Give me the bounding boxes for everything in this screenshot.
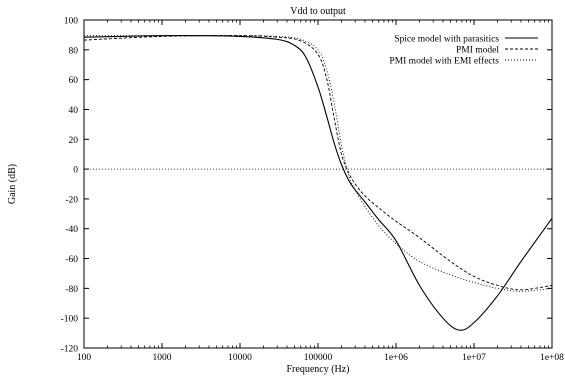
y-axis-label: Gain (dB): [7, 164, 18, 204]
y-tick-label: -100: [61, 315, 79, 325]
x-tick-label: 1e+08: [540, 353, 564, 363]
y-tick-label: 40: [69, 106, 79, 116]
plot-frame: [83, 19, 553, 349]
x-tick-label: 1e+06: [384, 353, 408, 363]
legend-label-pmi-model-with-emi-effects: PMI model with EMI effects: [389, 56, 499, 67]
x-tick-label: 100: [77, 353, 92, 363]
x-tick-label: 10000: [228, 353, 252, 363]
y-tick-label: -80: [65, 285, 78, 295]
y-tick-label: 100: [64, 17, 79, 27]
y-tick-label: -40: [65, 225, 78, 235]
legend-label-spice-model-with-parasitics: Spice model with parasitics: [394, 35, 499, 45]
y-tick-label: -20: [65, 195, 78, 205]
plot-area: -120 -100 -80 -60 -40 -20 0 20 40 60 80 100 100 1000 1…: [61, 17, 565, 364]
legend-label-pmi-model: PMI model: [456, 46, 499, 56]
chart-title: Vdd to output: [290, 6, 346, 17]
y-tick-label: -60: [65, 255, 78, 265]
y-tick-label: 60: [69, 76, 79, 86]
y-tick-label: -120: [61, 345, 79, 355]
x-tick-label: 1e+07: [462, 353, 486, 363]
x-tick-label: 100000: [304, 353, 333, 363]
y-tick-label: 80: [69, 46, 79, 56]
y-tick-label: 0: [73, 166, 78, 176]
y-tick-label: 20: [69, 136, 79, 146]
x-tick-label: 1000: [153, 353, 172, 363]
x-axis-label: Frequency (Hz): [286, 364, 349, 375]
series-line-spice-model-with-parasitics: [83, 35, 553, 331]
